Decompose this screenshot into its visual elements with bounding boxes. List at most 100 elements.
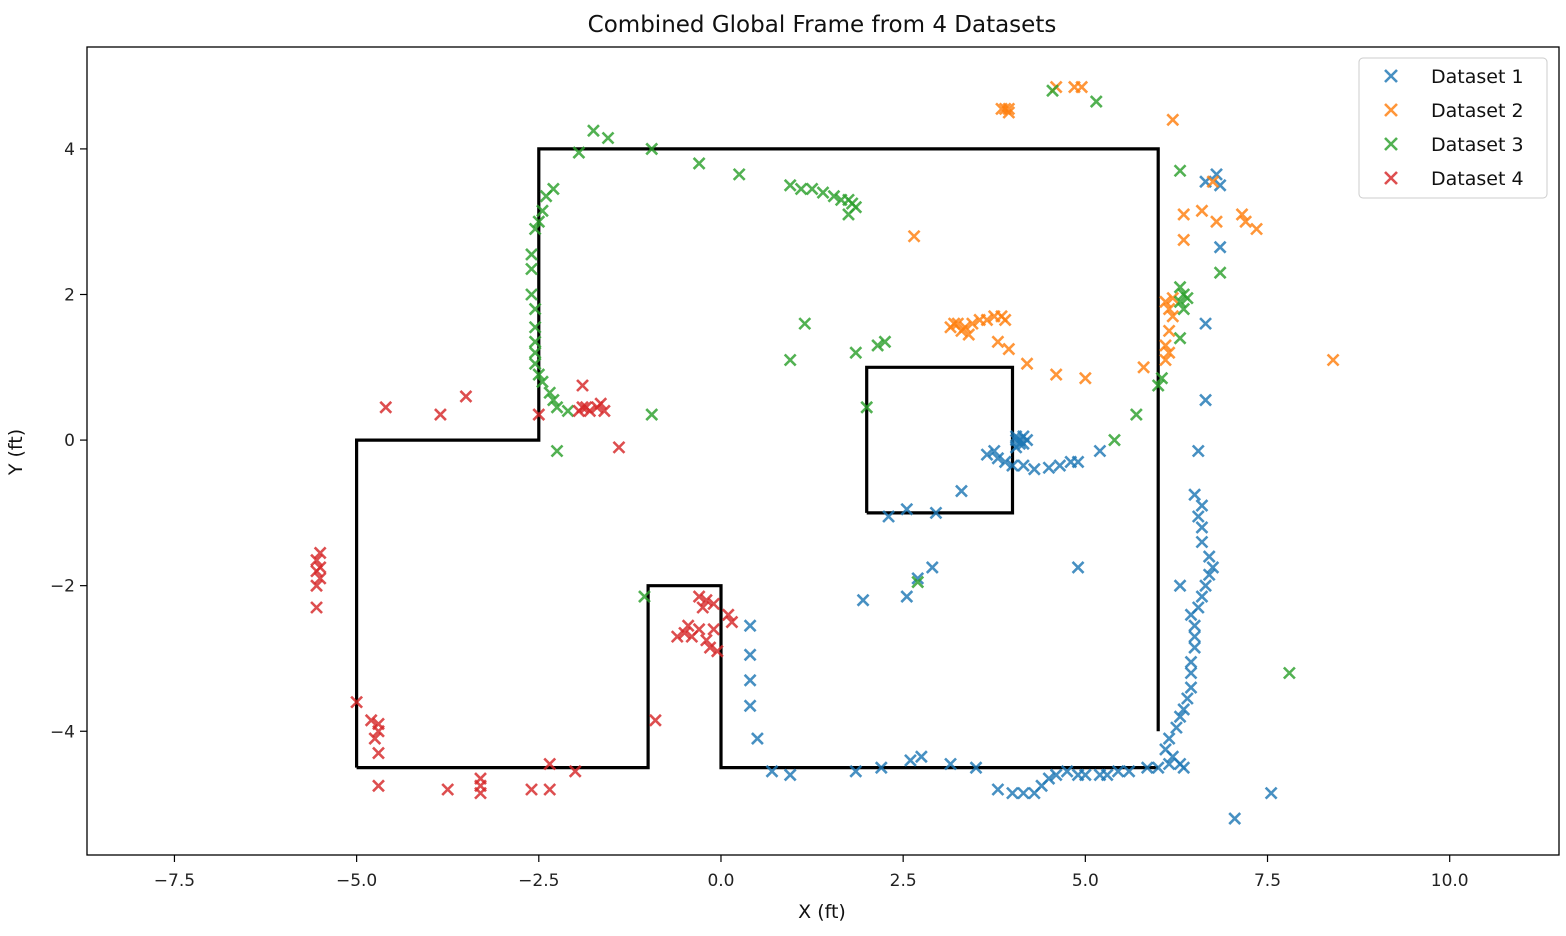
data-point	[364, 713, 378, 727]
y-tick-label: −4	[50, 722, 75, 742]
x-tick-label: 10.0	[1431, 871, 1469, 891]
data-point	[732, 167, 746, 181]
data-point	[1159, 743, 1172, 756]
data-point	[1326, 353, 1340, 367]
data-point	[1184, 655, 1198, 669]
data-point	[1159, 353, 1172, 367]
data-point	[536, 204, 549, 218]
data-point	[525, 248, 538, 261]
legend-label: Dataset 1	[1431, 66, 1524, 88]
data-point	[1180, 291, 1194, 305]
data-point	[1129, 408, 1143, 422]
data-point	[597, 404, 611, 418]
x-tick-label: −2.5	[518, 871, 559, 891]
data-point	[587, 124, 600, 138]
data-point	[1173, 331, 1187, 345]
series-3	[525, 84, 1296, 680]
data-point	[710, 644, 724, 658]
data-point	[1184, 666, 1198, 680]
data-point	[543, 757, 557, 771]
data-point	[794, 182, 808, 196]
data-point	[998, 455, 1012, 469]
data-point	[1199, 393, 1212, 407]
data-point	[878, 335, 892, 349]
chart-title: Combined Global Frame from 4 Datasets	[588, 12, 1057, 38]
data-point	[1006, 786, 1019, 800]
data-point	[980, 313, 994, 327]
data-point	[900, 502, 914, 516]
x-axis-ticks: −7.5 −5.0 −2.5 0.0 2.5 5.0 7.5 10.0	[154, 855, 1469, 891]
x-tick-label: 7.5	[1254, 871, 1281, 891]
data-point	[765, 764, 779, 778]
legend-marker	[1384, 137, 1398, 151]
data-point	[1191, 444, 1205, 458]
data-point	[1173, 164, 1187, 178]
data-point	[1166, 309, 1180, 323]
data-point	[951, 317, 965, 331]
data-point	[310, 579, 323, 593]
data-point	[1071, 455, 1085, 469]
data-point	[310, 564, 323, 578]
data-point	[379, 400, 393, 414]
data-point	[947, 317, 961, 331]
data-point	[1140, 761, 1154, 775]
data-point	[350, 695, 364, 709]
data-point	[1188, 630, 1202, 644]
data-point	[743, 648, 757, 662]
data-point	[849, 346, 863, 360]
data-point	[1162, 302, 1176, 316]
data-point	[692, 622, 706, 636]
data-point	[550, 444, 564, 458]
data-point	[871, 339, 885, 352]
data-point	[1108, 433, 1121, 447]
data-point	[783, 178, 797, 192]
legend-label: Dataset 2	[1431, 100, 1524, 122]
data-point	[1002, 106, 1016, 119]
data-point	[368, 732, 382, 745]
data-point	[1228, 812, 1242, 826]
y-tick-label: 4	[64, 140, 75, 160]
x-tick-label: −5.0	[336, 871, 377, 891]
data-point	[699, 633, 713, 647]
data-point	[648, 713, 662, 727]
data-point	[310, 553, 323, 567]
data-point	[991, 451, 1005, 465]
data-point	[1213, 240, 1227, 254]
data-point	[907, 229, 921, 243]
data-point	[579, 400, 593, 414]
data-point	[528, 320, 542, 334]
data-point	[1202, 550, 1216, 563]
data-point	[1075, 80, 1089, 94]
data-point	[1049, 368, 1063, 381]
data-point	[638, 590, 651, 604]
data-point	[528, 302, 542, 316]
data-point	[1210, 167, 1223, 181]
data-point	[1202, 568, 1216, 582]
legend-marker	[1384, 69, 1398, 83]
data-point	[678, 626, 691, 640]
data-point	[645, 142, 659, 156]
data-point	[1162, 346, 1176, 360]
data-point	[1002, 102, 1016, 116]
data-point	[1100, 768, 1114, 782]
data-point	[1173, 280, 1187, 294]
data-point	[528, 335, 542, 349]
data-point	[474, 786, 487, 800]
data-point	[1027, 462, 1041, 476]
data-point	[911, 575, 925, 589]
data-point	[550, 400, 564, 414]
data-point	[707, 622, 721, 636]
x-tick-label: −7.5	[154, 871, 195, 891]
data-point	[1188, 641, 1202, 654]
data-point	[532, 408, 546, 422]
data-point	[1173, 710, 1187, 724]
data-point	[1006, 459, 1019, 472]
data-point	[1078, 768, 1092, 782]
data-point	[543, 386, 557, 400]
data-point	[1078, 371, 1092, 385]
data-point	[612, 440, 626, 454]
data-point	[1009, 440, 1023, 454]
data-point	[805, 182, 819, 196]
data-point	[1177, 208, 1191, 221]
data-point	[1166, 291, 1180, 305]
